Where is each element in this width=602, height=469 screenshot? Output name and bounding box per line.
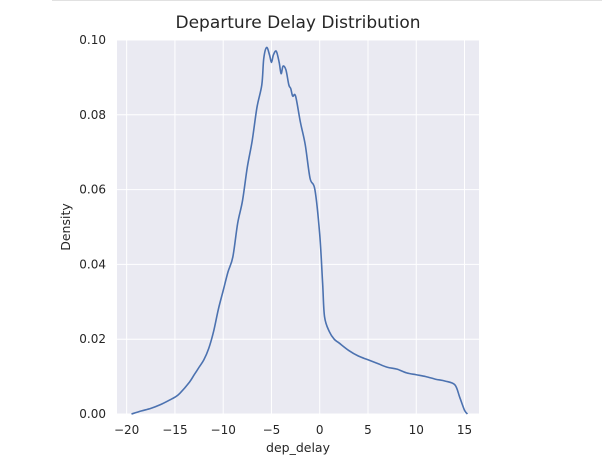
gridlines	[117, 39, 479, 415]
y-tick-label: 0.10	[79, 33, 106, 47]
tick-labels: −20 −15 −10 −5 0 5 10 15 0.00 0.02 0.04 0.06 0.08 0.1…	[79, 33, 472, 437]
x-tick-label: 15	[457, 423, 472, 437]
x-tick-label: 0	[316, 423, 324, 437]
y-tick-label: 0.00	[79, 407, 106, 421]
top-divider	[52, 0, 602, 1]
x-tick-label: −10	[211, 423, 236, 437]
y-tick-label: 0.06	[79, 183, 106, 197]
series-layer	[131, 46, 469, 415]
x-tick-label: 5	[364, 423, 372, 437]
x-tick-label: −20	[114, 423, 139, 437]
x-tick-label: −5	[263, 423, 281, 437]
x-tick-label: −15	[162, 423, 187, 437]
y-tick-label: 0.02	[79, 332, 106, 346]
x-axis-label: dep_delay	[266, 440, 331, 455]
chart-title: Departure Delay Distribution	[176, 13, 421, 33]
density-line	[131, 46, 469, 415]
x-tick-label: 10	[409, 423, 424, 437]
y-tick-label: 0.08	[79, 108, 106, 122]
plot-background	[117, 40, 479, 414]
y-axis-label: Density	[58, 203, 73, 251]
y-tick-label: 0.04	[79, 257, 106, 271]
